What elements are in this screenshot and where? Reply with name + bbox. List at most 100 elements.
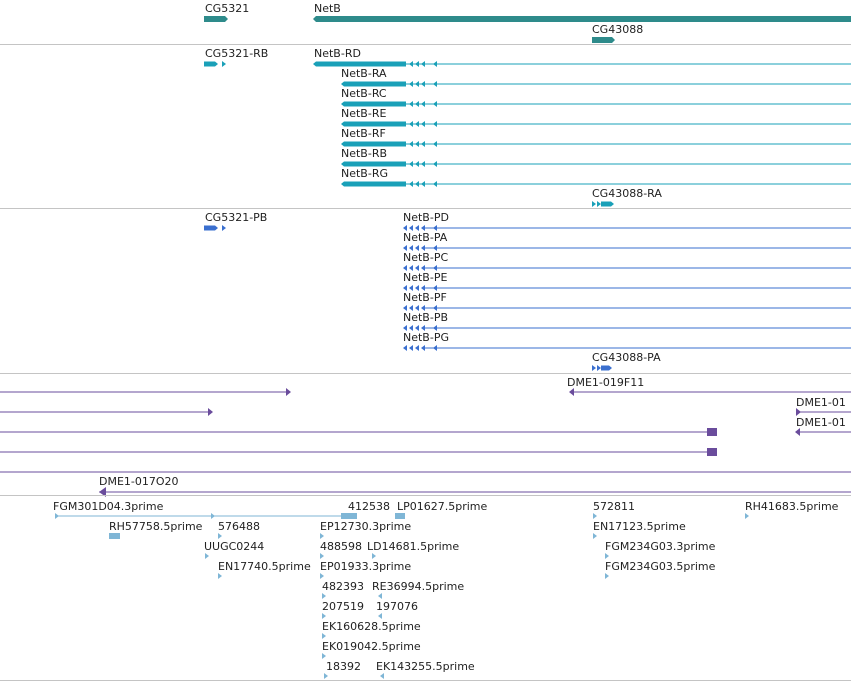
est-arrow[interactable] [320,533,324,539]
est-arrow[interactable] [593,513,597,519]
est-label[interactable]: 572811 [593,500,635,513]
clone-label[interactable]: DME1-01 [796,416,846,429]
protein-exon-arrow[interactable] [409,325,413,331]
est-arrow[interactable] [605,553,609,559]
protein-exon-arrow[interactable] [403,225,407,231]
protein-exon-arrow[interactable] [409,305,413,311]
est-arrow[interactable] [745,513,749,519]
est-arrow[interactable] [218,573,222,579]
protein-exon-arrow[interactable] [421,265,425,271]
est-arrow[interactable] [320,553,324,559]
est-arrow[interactable] [605,573,609,579]
protein-exon-arrow[interactable] [421,305,425,311]
est-label[interactable]: EK160628.5prime [322,620,421,633]
protein-glyph[interactable] [204,225,218,231]
clone-label[interactable]: DME1-01 [796,396,846,409]
est-label[interactable]: LD14681.5prime [367,540,460,553]
est-arrow[interactable] [593,533,597,539]
est-label[interactable]: 18392 [326,660,361,673]
est-label[interactable]: FGM301D04.3prime [53,500,164,513]
protein-glyph[interactable] [601,365,612,371]
est-arrow[interactable] [380,673,384,679]
clone-end-arrow[interactable] [795,428,800,436]
gene-label-cg43088[interactable]: CG43088 [592,23,644,36]
protein-exon-arrow[interactable] [403,305,407,311]
est-arrow[interactable] [322,613,326,619]
protein-exon-arrow[interactable] [409,265,413,271]
transcript-glyph[interactable] [341,101,406,107]
transcript-label[interactable]: CG43088-RA [592,187,662,200]
gene-glyph-netb[interactable] [313,16,851,22]
protein-label[interactable]: NetB-PE [403,271,448,284]
protein-exon-arrow[interactable] [403,345,407,351]
protein-exon-arrow[interactable] [415,225,419,231]
gene-glyph-cg43088[interactable] [592,37,615,43]
est-label[interactable]: 482393 [322,580,364,593]
protein-exon-arrow[interactable] [409,225,413,231]
gene-label-cg5321[interactable]: CG5321 [205,2,250,15]
transcript-glyph[interactable] [313,61,406,67]
est-label[interactable]: 576488 [218,520,260,533]
protein-exon-arrow[interactable] [421,245,425,251]
clone-label[interactable]: DME1-019F11 [567,376,645,389]
est-label[interactable]: FGM234G03.5prime [605,560,716,573]
protein-exon-arrow[interactable] [222,225,226,231]
transcript-glyph[interactable] [601,201,614,207]
transcript-label[interactable]: NetB-RD [314,47,361,60]
est-label[interactable]: EK143255.5prime [376,660,475,673]
est-arrow[interactable] [211,513,215,519]
transcript-glyph[interactable] [341,161,406,167]
est-arrow[interactable] [324,673,328,679]
transcript-label[interactable]: NetB-RA [341,67,387,80]
protein-exon-arrow[interactable] [597,365,601,371]
est-label[interactable]: 488598 [320,540,362,553]
est-arrow[interactable] [372,553,376,559]
est-label[interactable]: EN17740.5prime [218,560,311,573]
transcript-label[interactable]: NetB-RC [341,87,387,100]
clone-label[interactable]: DME1-017O20 [99,475,179,488]
clone-end-arrow[interactable] [208,408,213,416]
protein-exon-arrow[interactable] [403,325,407,331]
gene-label-netb[interactable]: NetB [314,2,341,15]
transcript-glyph[interactable] [341,81,406,87]
est-label[interactable]: EK019042.5prime [322,640,421,653]
protein-exon-arrow[interactable] [421,325,425,331]
est-label[interactable]: RH41683.5prime [745,500,839,513]
est-arrow[interactable] [378,613,382,619]
protein-exon-arrow[interactable] [421,285,425,291]
est-block[interactable] [109,533,120,539]
protein-exon-arrow[interactable] [409,345,413,351]
protein-label[interactable]: NetB-PB [403,311,449,324]
est-arrow[interactable] [55,513,59,519]
transcript-label[interactable]: NetB-RB [341,147,388,160]
protein-exon-arrow[interactable] [403,245,407,251]
est-label[interactable]: FGM234G03.3prime [605,540,716,553]
protein-exon-arrow[interactable] [409,285,413,291]
protein-label[interactable]: NetB-PF [403,291,447,304]
clone-end-arrow[interactable] [286,388,291,396]
transcript-exon-arrow[interactable] [222,61,226,67]
transcript-exon-arrow[interactable] [592,201,596,207]
transcript-glyph[interactable] [341,121,406,127]
protein-label[interactable]: NetB-PC [403,251,449,264]
transcript-glyph[interactable] [341,141,406,147]
protein-exon-arrow[interactable] [415,245,419,251]
protein-exon-arrow[interactable] [415,285,419,291]
est-label[interactable]: UUGC0244 [204,540,265,553]
est-label[interactable]: LP01627.5prime [397,500,488,513]
est-arrow[interactable] [320,573,324,579]
clone-end-block[interactable] [707,448,717,456]
est-arrow[interactable] [322,593,326,599]
transcript-label[interactable]: NetB-RE [341,107,387,120]
protein-exon-arrow[interactable] [415,305,419,311]
clone-end-arrow[interactable] [99,487,106,497]
est-arrow[interactable] [205,553,209,559]
gene-glyph-cg5321[interactable] [204,16,228,22]
est-label[interactable]: EP01933.3prime [320,560,412,573]
transcript-label[interactable]: CG5321-RB [205,47,269,60]
protein-label[interactable]: NetB-PG [403,331,449,344]
est-arrow[interactable] [378,593,382,599]
clone-end-block[interactable] [707,428,717,436]
protein-exon-arrow[interactable] [415,265,419,271]
protein-label[interactable]: NetB-PD [403,211,449,224]
